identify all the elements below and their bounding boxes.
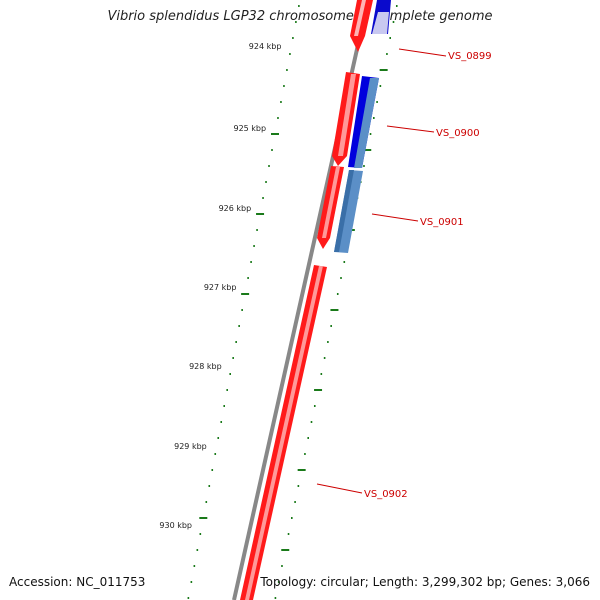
tick-label: 924 kbp [249, 42, 282, 51]
genome-summary: Topology: circular; Length: 3,299,302 bp… [260, 575, 590, 589]
genome-map-canvas: Vibrio splendidus LGP32 chromosome 1, co… [0, 0, 600, 600]
forward-strand-genes [240, 0, 373, 600]
genome-map: 924 kbp 925 kbp 926 kbp 927 kbp 928 kbp 929 k… [0, 0, 600, 600]
gene-label[interactable]: VS_0900 [436, 128, 480, 139]
tick-label: 925 kbp [233, 124, 266, 133]
tick-label: 930 kbp [159, 521, 192, 530]
accession-label: Accession: NC_011753 [9, 575, 145, 589]
gene-label[interactable]: VS_0902 [364, 489, 408, 500]
tick-label: 927 kbp [204, 283, 237, 292]
gene-leader-line [399, 49, 446, 56]
inner-tick-ring [188, 6, 300, 598]
gene-label[interactable]: VS_0901 [420, 217, 464, 228]
gene-leader-line [372, 214, 418, 221]
tick-label: 929 kbp [174, 442, 207, 451]
gene-leader-line [387, 126, 434, 132]
gene-leader-line [317, 484, 362, 493]
tick-label: 926 kbp [219, 204, 252, 213]
outer-tick-ring [275, 6, 398, 598]
tick-label: 928 kbp [189, 362, 222, 371]
scale-tick-labels: 924 kbp 925 kbp 926 kbp 927 kbp 928 kbp 929 k… [159, 42, 281, 530]
gene-label[interactable]: VS_0899 [448, 51, 492, 62]
